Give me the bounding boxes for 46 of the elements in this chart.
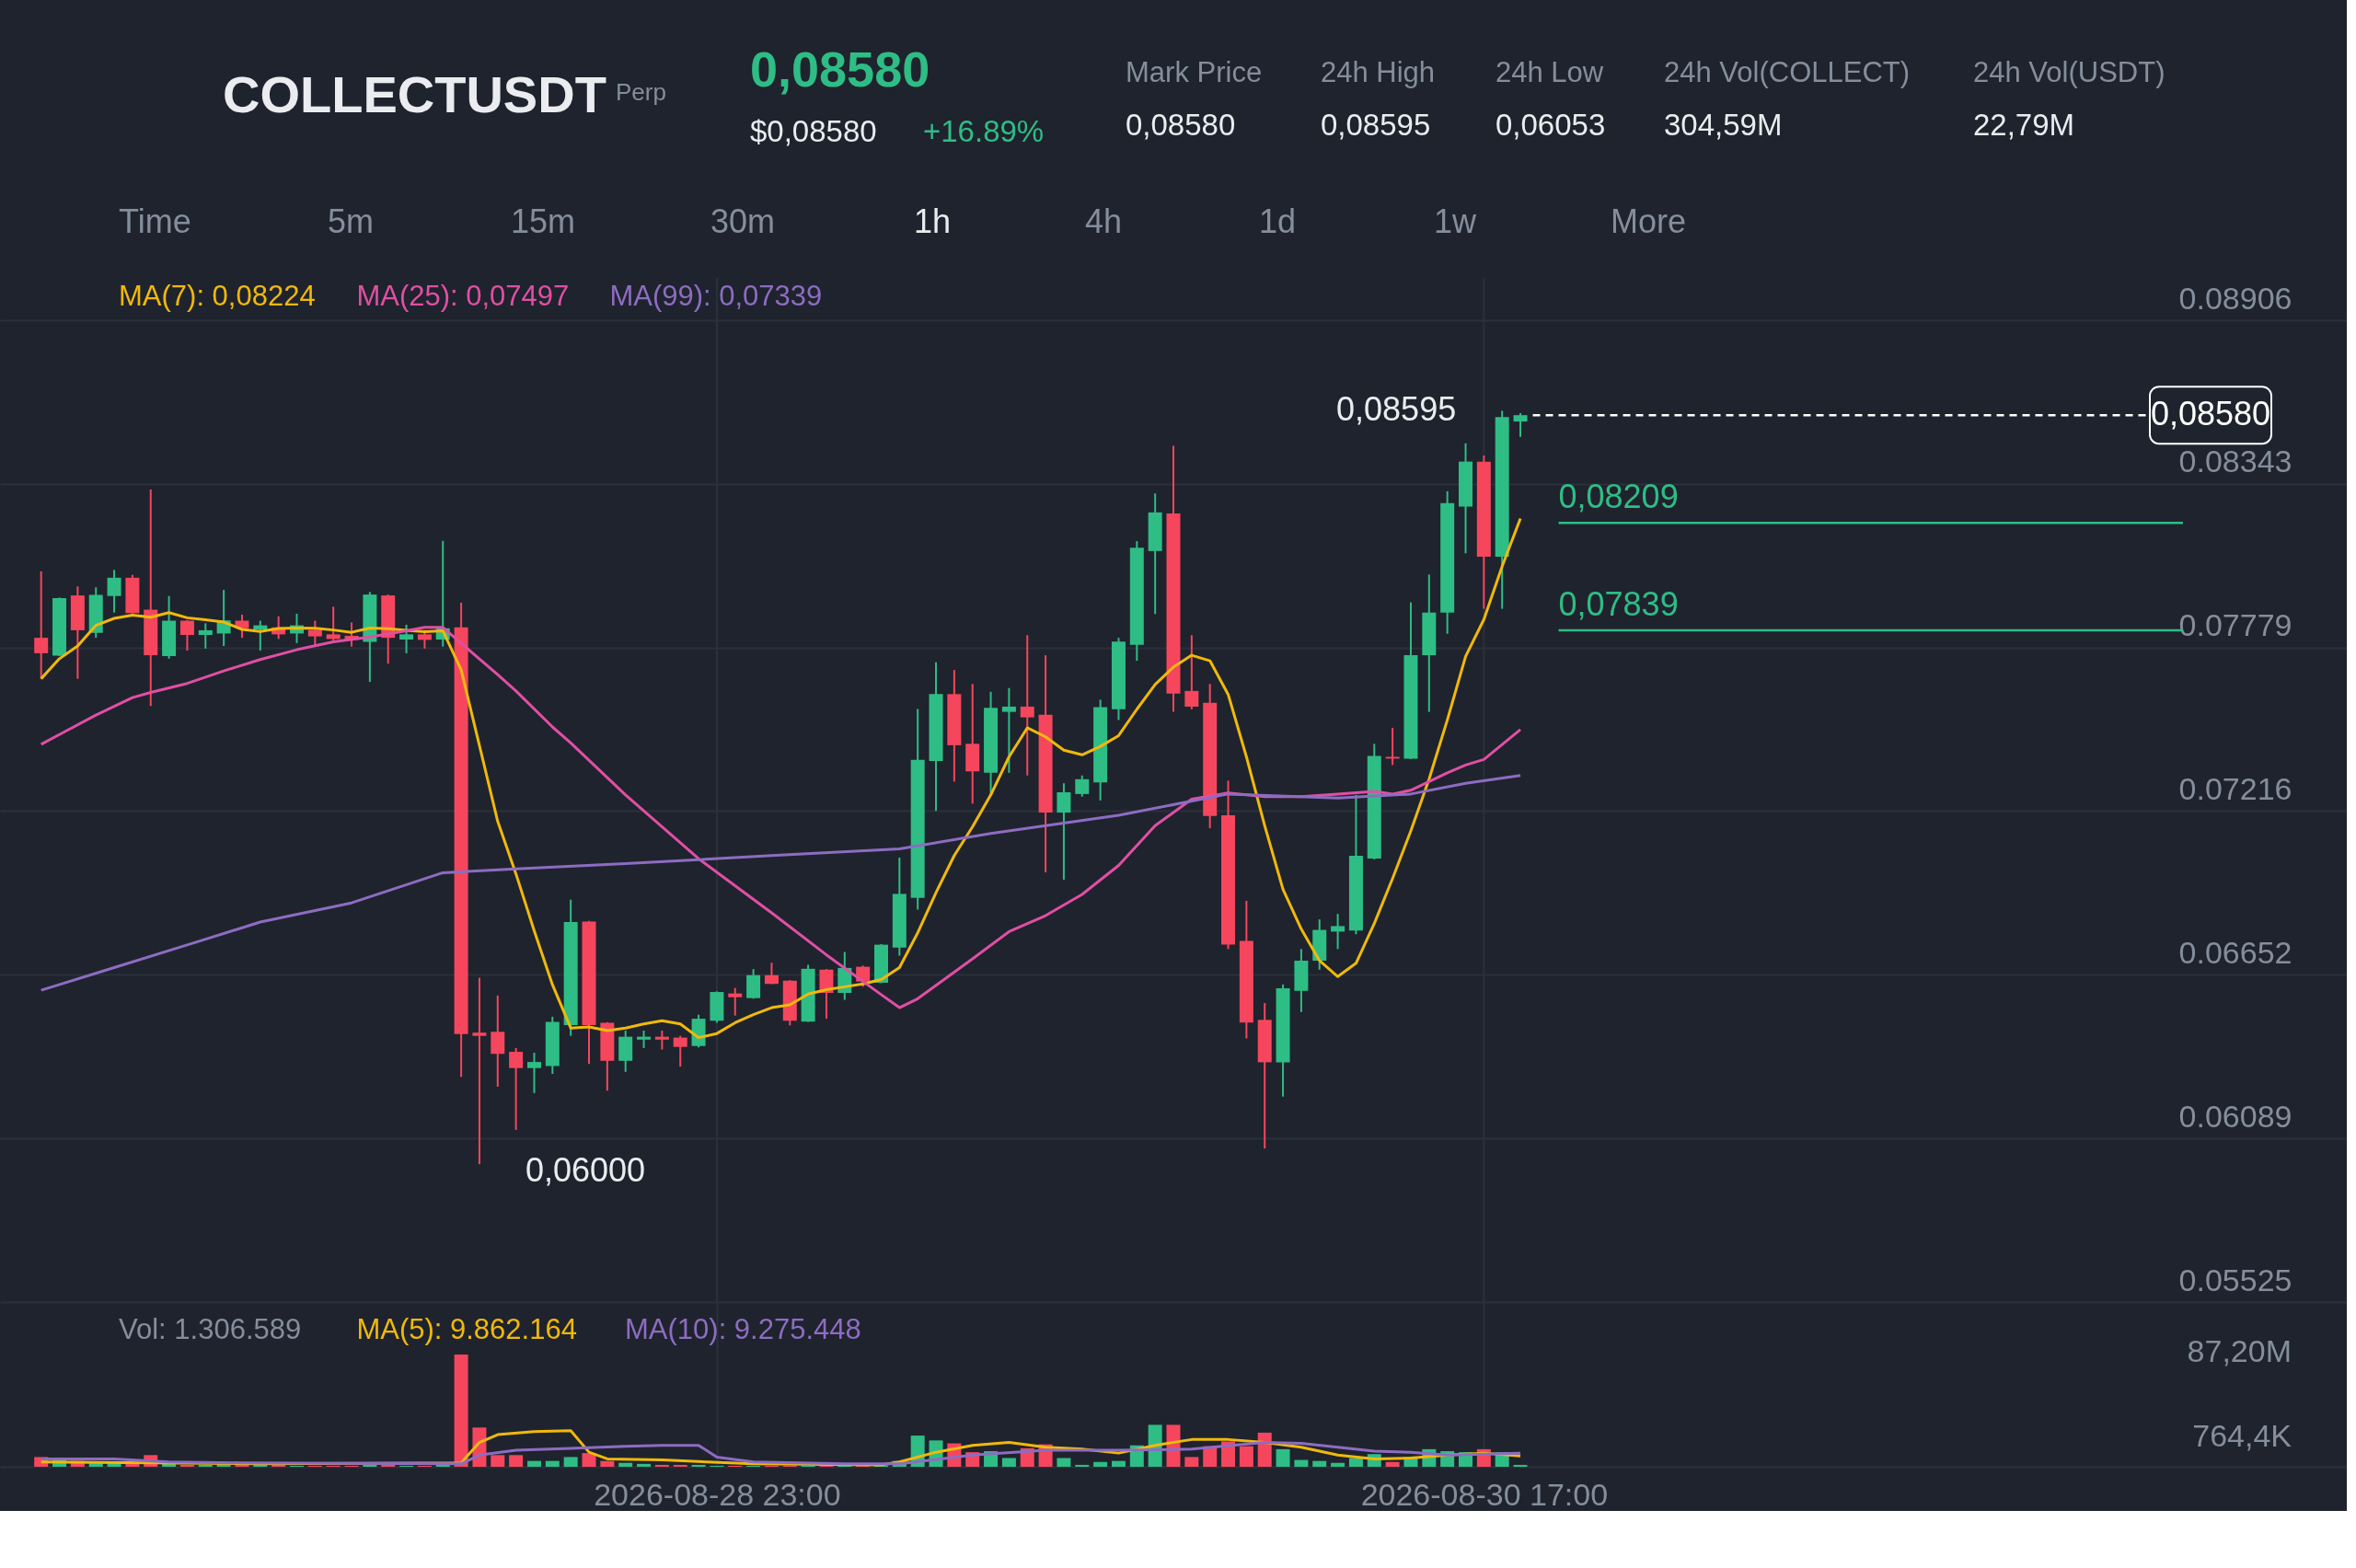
annotation: Time (119, 202, 191, 240)
y-tick-label: 0.08906 (2178, 280, 2292, 316)
annotation: 24h Low (1496, 56, 1604, 88)
y-tick-label: 0.06652 (2178, 934, 2292, 970)
y-tick-label: 0.05525 (2178, 1262, 2292, 1297)
annotation: 1d (1259, 202, 1297, 240)
annotation: 1w (1434, 202, 1478, 240)
annotation: 15m (511, 202, 576, 240)
annotation: 0,08595 (1336, 390, 1457, 429)
ref-line-label: 0,08209 (1558, 478, 1679, 516)
text: Vol: 1.306.589 (119, 1313, 302, 1345)
annotation: 0,08580 (1126, 108, 1236, 142)
annotation: 87,20M (2187, 1333, 2292, 1368)
y-tick-label: 0.07216 (2178, 771, 2292, 806)
text: MA(99): 0,07339 (609, 280, 823, 312)
text: MA(7): 0,08224 (119, 280, 316, 312)
ref-line-label: 0,08580 (2150, 395, 2271, 433)
x-tick-label: 2026-08-28 23:00 (594, 1476, 841, 1512)
x-tick-label: 2026-08-30 17:00 (1360, 1476, 1609, 1512)
text: MA(10): 9.275.448 (625, 1313, 861, 1345)
annotation: 764,4K (2192, 1418, 2292, 1453)
text: COLLECTUSDT (223, 65, 606, 123)
annotation: $0,08580 (750, 114, 877, 148)
annotation: 4h (1085, 202, 1123, 240)
annotation: 22,79M (1973, 108, 2075, 142)
annotation: 24h Vol(USDT) (1973, 56, 2165, 88)
y-tick-label: 0.06089 (2178, 1098, 2292, 1134)
annotation: 0,08595 (1321, 108, 1431, 142)
annotation: Mark Price (1126, 56, 1263, 88)
annotation: 0,08580 (750, 41, 930, 97)
annotation: More (1611, 202, 1687, 240)
annotation: 0,06053 (1496, 108, 1606, 142)
annotation: 5m (328, 202, 375, 240)
text: MA(5): 9.862.164 (356, 1313, 577, 1345)
annotation: 0,06000 (525, 1151, 646, 1190)
annotation: 304,59M (1664, 108, 1783, 142)
annotation: 30m (710, 202, 776, 240)
y-tick-label: 0.08343 (2178, 444, 2292, 479)
y-tick-label: 0.07779 (2178, 607, 2292, 643)
annotation: 24h Vol(COLLECT) (1664, 56, 1911, 88)
annotation: 24h High (1321, 56, 1436, 88)
annotation: Perp (616, 78, 666, 106)
ref-line-label: 0,07839 (1558, 584, 1679, 623)
annotation: +16.89% (923, 114, 1045, 148)
annotation: 1h (914, 202, 952, 240)
text: MA(25): 0,07497 (356, 280, 570, 312)
